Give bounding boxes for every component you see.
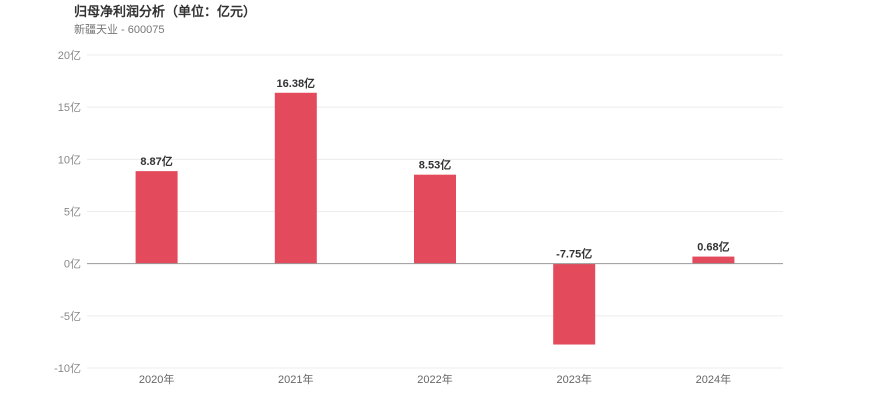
bar-value-label: 8.53亿 bbox=[419, 158, 451, 172]
y-tick-label: 15亿 bbox=[58, 101, 81, 114]
y-tick-label: 5亿 bbox=[64, 206, 81, 219]
y-tick-label: -5亿 bbox=[60, 310, 81, 323]
chart-subtitle: 新疆天业 - 600075 bbox=[74, 24, 165, 36]
grid-lines bbox=[87, 54, 783, 369]
bar-value-label: 0.68亿 bbox=[697, 240, 729, 254]
x-tick-label: 2020年 bbox=[139, 372, 174, 386]
x-tick-label: 2023年 bbox=[556, 372, 591, 386]
y-tick-label: 0亿 bbox=[64, 258, 81, 271]
x-tick-label: 2022年 bbox=[417, 372, 452, 386]
y-tick-label: 10亿 bbox=[58, 153, 81, 166]
bar-value-label: 8.87亿 bbox=[140, 154, 172, 168]
bar-value-label: -7.75亿 bbox=[556, 247, 592, 261]
bar-value-label: 16.38亿 bbox=[277, 76, 316, 90]
y-tick-label: -10亿 bbox=[54, 362, 81, 375]
bar bbox=[553, 263, 596, 345]
x-axis-tick-labels: 2020年 2021年 2022年 2023年 2024年 bbox=[139, 372, 731, 386]
x-tick-label: 2024年 bbox=[696, 372, 731, 386]
bar bbox=[414, 174, 456, 264]
bar bbox=[274, 92, 317, 264]
y-tick-label: 20亿 bbox=[58, 49, 81, 62]
y-axis-tick-labels: 20亿 15亿 10亿 5亿 0亿 -5亿 -10亿 bbox=[54, 49, 81, 375]
bars bbox=[135, 92, 735, 345]
x-tick-label: 2021年 bbox=[278, 372, 313, 386]
bar bbox=[135, 171, 178, 264]
bar bbox=[692, 256, 735, 264]
bar-value-labels: 8.87亿 16.38亿 8.53亿 -7.75亿 0.68亿 bbox=[140, 76, 729, 261]
chart-title: 归母净利润分析（单位：亿元） bbox=[74, 4, 257, 19]
